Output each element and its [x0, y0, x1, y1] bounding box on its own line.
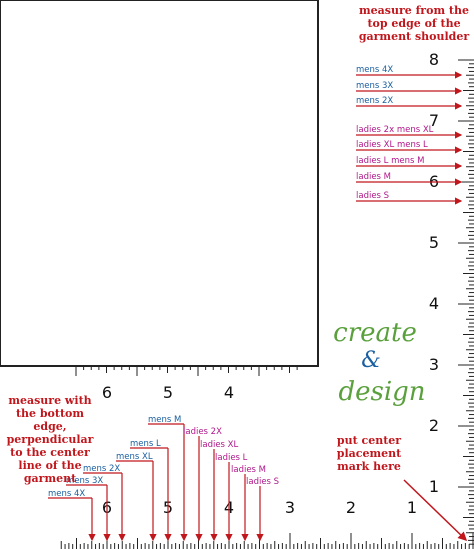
horizontal-ruler-ticks: [60, 533, 474, 549]
top-horizontal-ruler-ticks: [75, 366, 298, 376]
bottom-size-label: ladies XL: [200, 440, 239, 450]
right-size-label: ladies M: [356, 172, 391, 182]
bottom-right-note-text: put center placement mark here: [336, 434, 402, 473]
garment-window: [0, 0, 319, 367]
right-size-label: ladies L mens M: [356, 156, 425, 166]
bottom-size-label: ladies S: [246, 477, 279, 487]
logo-line2: design: [338, 377, 425, 407]
right-size-label: ladies 2x mens XL: [356, 125, 434, 135]
top-ruler-number: 4: [224, 383, 234, 402]
vertical-ruler-number: 8: [429, 50, 439, 69]
top-ruler-number: 6: [102, 383, 112, 402]
vertical-ruler-number: 1: [429, 477, 439, 496]
top-ruler-number: 5: [163, 383, 173, 402]
bottom-size-label: ladies L: [215, 453, 248, 463]
vertical-ruler-ticks: [458, 59, 474, 545]
top-right-note-text: measure from the top edge of the garment…: [358, 4, 470, 43]
bottom-size-label: mens M: [148, 415, 181, 425]
right-size-label: ladies S: [356, 191, 389, 201]
bottom-size-label: mens XL: [116, 452, 153, 462]
right-size-label: mens 4X: [356, 65, 393, 75]
right-size-label: mens 3X: [356, 81, 393, 91]
bottom-size-labels: mens 4X mens 3X mens 2X mens XL mens L mens M…: [48, 415, 279, 542]
bottom-left-note-text: measure with the bottom edge, perpendicu…: [6, 394, 94, 485]
logo-line1: create: [333, 318, 417, 348]
bottom-ruler-number: 1: [407, 498, 417, 517]
vertical-ruler-number: 4: [429, 294, 439, 313]
bottom-right-note: put center placement mark here: [324, 434, 414, 473]
vertical-ruler-number: 5: [429, 233, 439, 252]
bottom-left-note: measure with the bottom edge, perpendicu…: [2, 394, 98, 485]
bottom-size-label: ladies 2X: [183, 427, 222, 437]
logo-amp: &: [361, 348, 381, 373]
bottom-size-label: ladies M: [231, 465, 266, 475]
bottom-size-label: mens 4X: [48, 489, 85, 499]
bottom-size-label: mens L: [130, 439, 161, 449]
create-design-logo: create & design: [333, 318, 425, 407]
center-mark-arrow: [403, 479, 468, 542]
bottom-ruler-number: 3: [285, 498, 295, 517]
vertical-ruler-number: 7: [429, 111, 439, 130]
vertical-ruler-number: 2: [429, 416, 439, 435]
right-size-label: ladies XL mens L: [356, 140, 428, 150]
right-size-labels: mens 4X mens 3X mens 2X ladies 2x mens XL la…: [356, 65, 463, 205]
bottom-ruler-number: 2: [346, 498, 356, 517]
top-right-note: measure from the top edge of the garment…: [355, 4, 473, 43]
bottom-size-label: mens 3X: [66, 476, 103, 486]
bottom-size-label: mens 2X: [83, 464, 120, 474]
vertical-ruler-number: 3: [429, 355, 439, 374]
right-size-label: mens 2X: [356, 96, 393, 106]
